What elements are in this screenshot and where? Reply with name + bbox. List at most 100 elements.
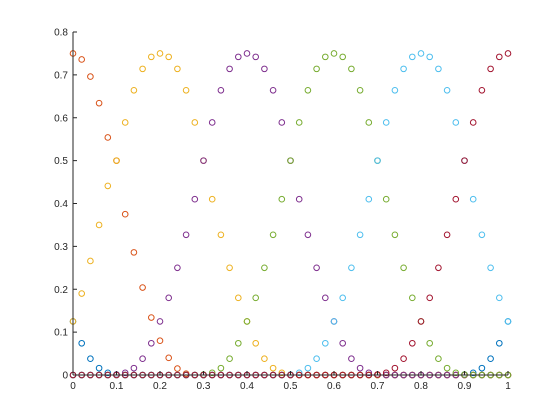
data-point bbox=[400, 264, 407, 272]
data-point bbox=[104, 369, 112, 377]
y-tick-label: 0.5 bbox=[54, 156, 68, 167]
series-2 bbox=[69, 50, 512, 379]
data-point bbox=[104, 182, 112, 190]
y-tick-label: 0 bbox=[62, 371, 68, 382]
data-point bbox=[87, 355, 94, 363]
data-point bbox=[469, 119, 477, 126]
data-point bbox=[148, 53, 155, 61]
data-point bbox=[261, 355, 268, 363]
data-point bbox=[365, 195, 373, 203]
series-4 bbox=[69, 50, 512, 379]
data-point bbox=[409, 53, 416, 61]
data-point bbox=[95, 364, 103, 372]
data-point bbox=[226, 355, 233, 363]
data-point bbox=[295, 195, 303, 203]
data-point bbox=[287, 157, 294, 164]
data-point bbox=[200, 157, 207, 164]
data-point bbox=[313, 65, 320, 73]
data-point bbox=[182, 231, 190, 239]
data-point bbox=[139, 65, 146, 73]
data-point bbox=[322, 53, 329, 61]
data-point bbox=[148, 339, 155, 347]
data-point bbox=[295, 119, 303, 126]
series-6 bbox=[69, 50, 512, 379]
data-point bbox=[304, 364, 312, 372]
series-3 bbox=[69, 50, 512, 379]
data-point bbox=[339, 294, 347, 302]
data-point bbox=[469, 195, 477, 203]
data-point bbox=[191, 119, 199, 126]
data-point bbox=[235, 53, 242, 61]
data-point bbox=[217, 364, 225, 372]
data-point bbox=[208, 195, 216, 203]
data-point bbox=[121, 210, 129, 218]
data-point bbox=[278, 119, 286, 126]
data-point bbox=[391, 364, 399, 372]
data-point bbox=[443, 87, 451, 94]
data-point bbox=[95, 221, 103, 229]
y-tick-label: 0.3 bbox=[54, 242, 68, 253]
data-point bbox=[235, 294, 242, 302]
x-tick-label: 0.1 bbox=[110, 381, 124, 392]
series-5 bbox=[69, 50, 512, 379]
x-tick-label: 0.6 bbox=[327, 381, 341, 392]
data-point bbox=[121, 119, 129, 126]
data-point bbox=[182, 87, 190, 94]
data-point bbox=[426, 53, 434, 61]
data-point bbox=[382, 119, 390, 126]
x-tick-label: 0.9 bbox=[458, 381, 472, 392]
data-point bbox=[487, 65, 494, 73]
data-point bbox=[382, 369, 390, 377]
data-point bbox=[278, 369, 286, 377]
data-point bbox=[443, 231, 451, 239]
data-point bbox=[496, 53, 503, 61]
x-tick-label: 0.8 bbox=[414, 381, 428, 392]
data-point bbox=[261, 65, 268, 73]
data-point bbox=[356, 87, 364, 94]
data-point bbox=[391, 87, 399, 94]
data-point bbox=[348, 65, 355, 73]
data-point bbox=[348, 355, 355, 363]
data-point bbox=[165, 354, 172, 362]
y-tick-label: 0.6 bbox=[54, 113, 68, 124]
data-point bbox=[339, 53, 347, 61]
data-point bbox=[87, 73, 94, 80]
data-point bbox=[365, 369, 373, 377]
data-point bbox=[226, 264, 233, 272]
y-tick-label: 0.4 bbox=[54, 199, 68, 210]
data-point bbox=[461, 157, 468, 164]
x-tick-label: 0.5 bbox=[284, 381, 298, 392]
axes: 0 0.1 0.2 0.3 0.4 0.5 0.6 0.7 0.8 0.9 1 0 0.1 0.2 0.3 0… bbox=[54, 28, 511, 393]
data-point bbox=[130, 364, 138, 372]
data-point bbox=[487, 355, 494, 363]
data-point bbox=[278, 195, 286, 203]
data-point bbox=[165, 294, 172, 302]
data-point bbox=[452, 369, 460, 377]
data-point bbox=[330, 50, 338, 57]
data-point bbox=[356, 231, 364, 239]
data-point bbox=[435, 65, 442, 73]
data-point bbox=[391, 231, 399, 239]
data-point bbox=[208, 369, 216, 377]
data-point bbox=[452, 119, 460, 126]
data-point bbox=[426, 294, 434, 302]
data-point bbox=[139, 284, 146, 291]
data-point bbox=[269, 87, 277, 94]
data-point bbox=[243, 50, 251, 57]
data-markers bbox=[69, 50, 512, 379]
data-point bbox=[156, 318, 164, 325]
data-point bbox=[148, 314, 155, 321]
data-point bbox=[78, 339, 85, 347]
data-point bbox=[452, 195, 460, 203]
data-point bbox=[174, 65, 181, 73]
data-point bbox=[121, 369, 129, 377]
data-point bbox=[356, 364, 364, 372]
y-tick-label: 0.8 bbox=[54, 28, 68, 39]
data-point bbox=[417, 318, 425, 325]
data-point bbox=[409, 339, 416, 347]
data-point bbox=[348, 264, 355, 272]
data-point bbox=[426, 339, 434, 347]
data-point bbox=[374, 157, 381, 164]
data-point bbox=[252, 339, 259, 347]
